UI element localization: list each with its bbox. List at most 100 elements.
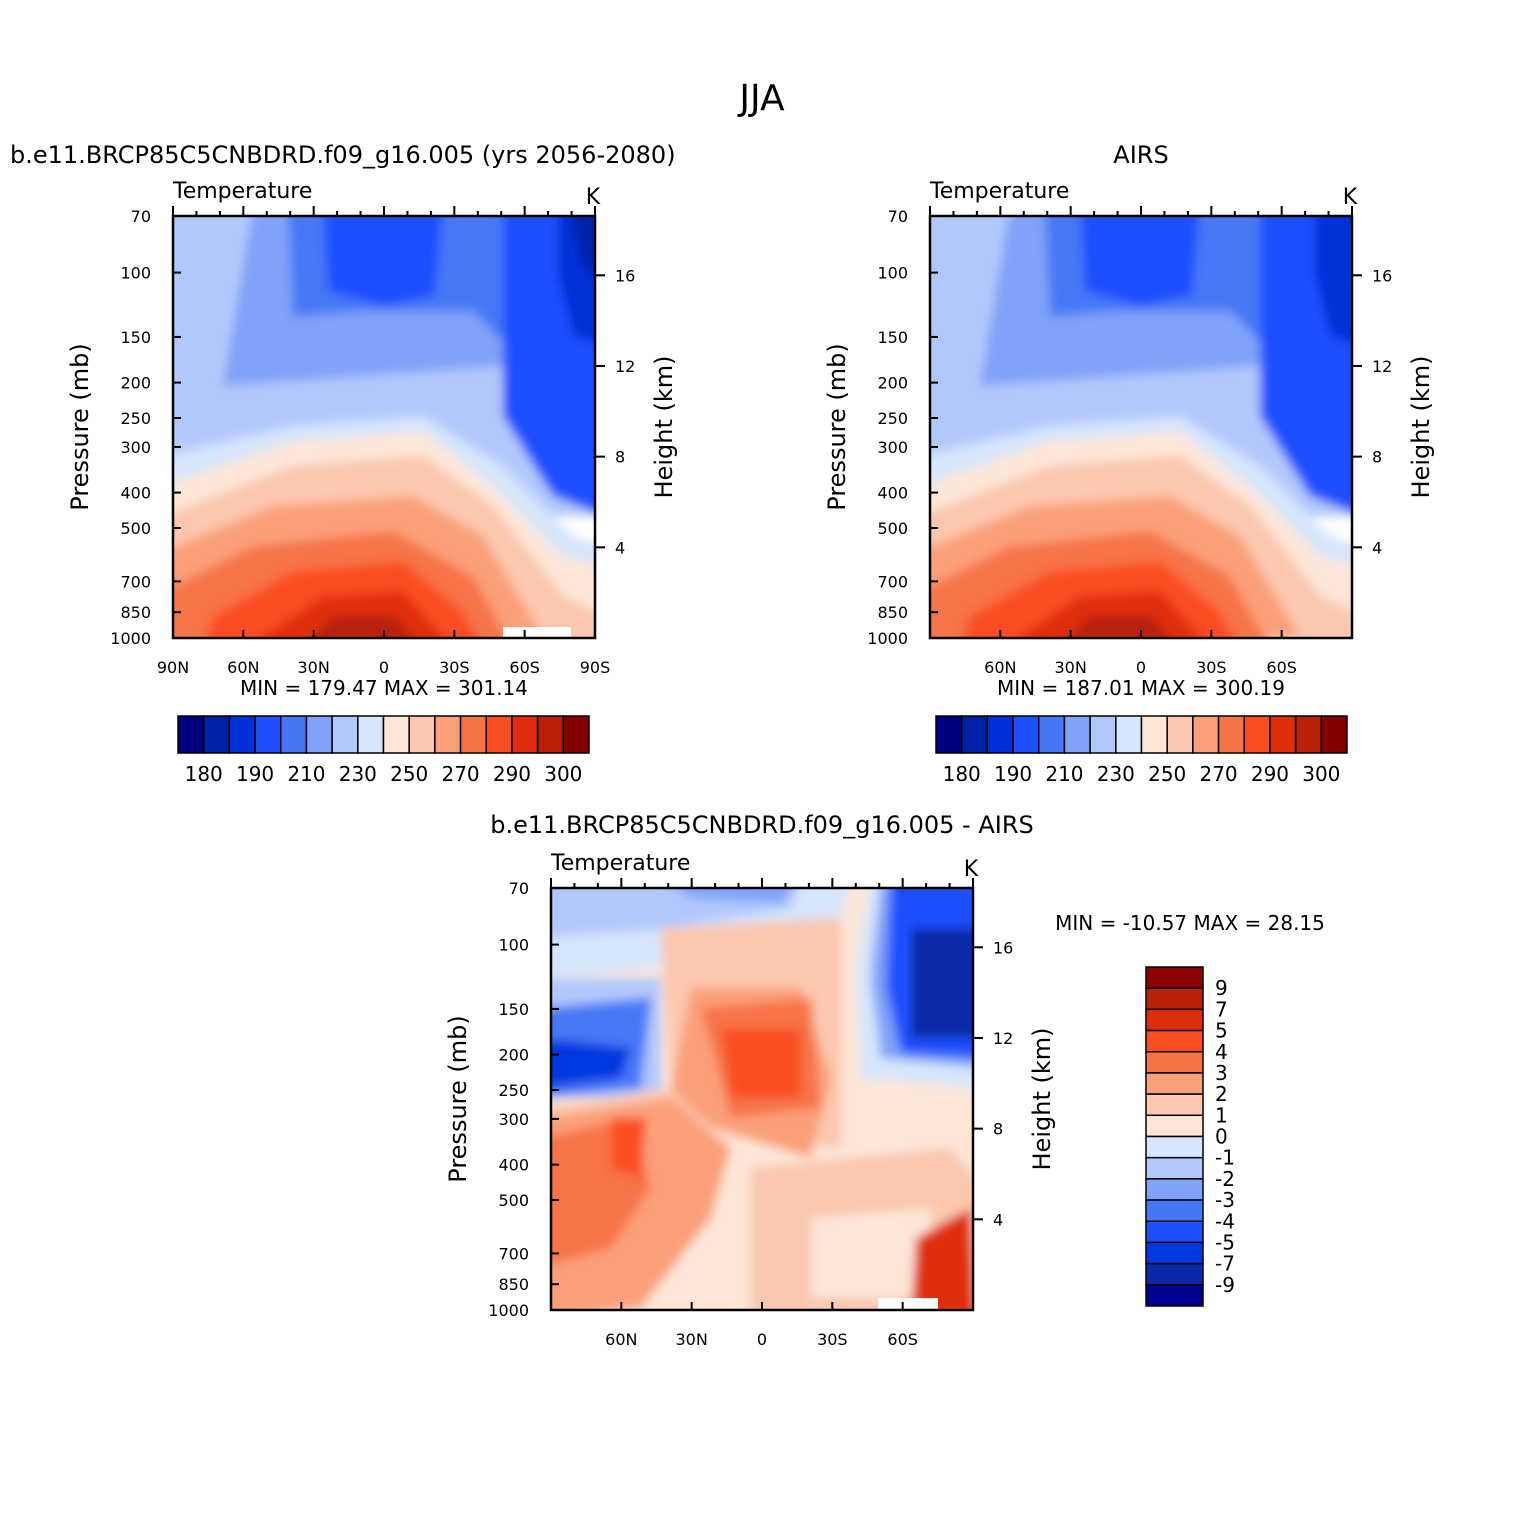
y2-axis-label: Height (km)	[1407, 356, 1435, 499]
panel-diff-heading: b.e11.BRCP85C5CNBDRD.f09_g16.005 - AIRS	[490, 811, 1034, 839]
x-tick-label: 30N	[298, 658, 330, 677]
x-tick-label: 90N	[157, 658, 189, 677]
y-tick-label: 1000	[488, 1301, 529, 1320]
colorbar-box	[1166, 715, 1194, 754]
colorbar-box	[562, 715, 590, 754]
x-tick-label: 30S	[1196, 658, 1227, 677]
units-label: K	[1343, 185, 1358, 210]
colorbar-box	[177, 715, 205, 754]
y-tick-label: 400	[120, 484, 151, 503]
contour-band	[1315, 216, 1352, 343]
colorbar-box	[1217, 715, 1245, 754]
units-label: K	[964, 857, 979, 882]
x-tick-label: 60S	[509, 658, 540, 677]
colorbar-label: 230	[339, 762, 377, 786]
contour-band	[721, 1028, 801, 1098]
y-tick-label: 850	[120, 603, 151, 622]
y-tick-label: 700	[877, 572, 908, 591]
colorbar-box	[1145, 987, 1204, 1011]
y-tick-label: 70	[888, 207, 908, 226]
variable-label: Temperature	[550, 851, 690, 876]
x-tick-label: 0	[1136, 658, 1146, 677]
x-tick-label: 90S	[580, 658, 611, 677]
colorbar-label: -5	[1215, 1230, 1235, 1254]
colorbar-label: 290	[493, 762, 531, 786]
y2-tick-label: 16	[1372, 266, 1392, 285]
colorbar-box	[1089, 715, 1117, 754]
colorbar-box	[1145, 1008, 1204, 1032]
contour-band	[570, 216, 595, 277]
y2-tick-label: 12	[1372, 357, 1392, 376]
panel-model-heading: b.e11.BRCP85C5CNBDRD.f09_g16.005 (yrs 20…	[10, 141, 676, 169]
y-tick-label: 70	[131, 207, 151, 226]
y-tick-label: 400	[498, 1156, 529, 1175]
contour-band	[312, 616, 414, 638]
colorbar-box	[357, 715, 385, 754]
colorbar-box	[1145, 1178, 1204, 1201]
colorbar-box	[254, 715, 282, 754]
y2-tick-label: 12	[615, 357, 635, 376]
y-tick-label: 300	[498, 1110, 529, 1129]
y2-tick-label: 4	[615, 538, 625, 557]
colorbar-box	[1145, 1072, 1204, 1095]
x-tick-label: 30S	[439, 658, 470, 677]
panel-obs-heading: AIRS	[1113, 141, 1168, 169]
variable-label: Temperature	[929, 179, 1069, 204]
y-tick-label: 500	[498, 1191, 529, 1210]
colorbar-label: -9	[1215, 1273, 1235, 1297]
colorbar-box	[1145, 1284, 1204, 1307]
colorbar-box	[1320, 715, 1348, 754]
colorbar-label: 1	[1215, 1103, 1228, 1127]
colorbar: 180 190 210 230 250 270 290 300	[177, 715, 590, 786]
colorbar-label: 190	[236, 762, 274, 786]
colorbar-label: 290	[1251, 762, 1289, 786]
colorbar-label: 7	[1215, 997, 1228, 1021]
x-tick-label: 30S	[817, 1330, 848, 1349]
y-tick-label: 300	[120, 438, 151, 457]
colorbar-label: 270	[1199, 762, 1237, 786]
y-tick-label: 150	[877, 328, 908, 347]
colorbar-label: 250	[390, 762, 428, 786]
colorbar-label: 0	[1215, 1125, 1228, 1149]
x-tick-label: 0	[379, 658, 389, 677]
colorbar-label: 300	[1302, 762, 1340, 786]
colorbar-box	[1145, 1093, 1204, 1117]
min-max-stats: MIN = -10.57 MAX = 28.15	[1055, 911, 1325, 935]
y-tick-label: 250	[498, 1081, 529, 1100]
y2-tick-label: 4	[1372, 538, 1382, 557]
colorbar-box	[1145, 1114, 1204, 1138]
y-tick-label: 150	[498, 1000, 529, 1019]
contour-band	[676, 888, 793, 903]
colorbar-box	[1145, 1199, 1204, 1222]
colorbar-box	[1145, 1241, 1204, 1265]
colorbar-box	[1145, 1029, 1204, 1053]
y-tick-label: 200	[877, 374, 908, 393]
y-tick-label: 100	[877, 264, 908, 283]
colorbar-box	[935, 715, 963, 754]
y-tick-label: 100	[498, 936, 529, 955]
colorbar-label: 4	[1215, 1040, 1228, 1064]
y-tick-label: 700	[120, 572, 151, 591]
min-max-stats: MIN = 179.47 MAX = 301.14	[240, 676, 528, 700]
colorbar-label: -1	[1215, 1146, 1235, 1170]
colorbar-box	[331, 715, 359, 754]
colorbar-box	[1145, 966, 1204, 989]
colorbar-label: -7	[1215, 1252, 1235, 1276]
colorbar-label: 270	[441, 762, 479, 786]
y2-tick-label: 8	[1372, 448, 1382, 467]
contour-band	[911, 1208, 973, 1310]
colorbar-box	[305, 715, 333, 754]
colorbar-label: 300	[544, 762, 582, 786]
y2-tick-label: 16	[615, 266, 635, 285]
y2-tick-label: 12	[993, 1029, 1013, 1048]
colorbar-box	[1145, 1156, 1204, 1180]
colorbar-label: -4	[1215, 1209, 1235, 1233]
colorbar-label: 3	[1215, 1061, 1228, 1085]
x-tick-label: 60N	[984, 658, 1016, 677]
y-tick-label: 850	[498, 1275, 529, 1294]
y2-tick-label: 4	[993, 1210, 1003, 1229]
panel-model: Temperature K 70 100 150 200 250 300 400 500 700 85…	[66, 179, 678, 786]
colorbar-box	[1063, 715, 1091, 754]
colorbar: 180 190 210 230 250 270 290 300	[935, 715, 1348, 786]
panel-obs: Temperature K 70 100 150 200 250 300 400 500 700 85…	[823, 179, 1435, 786]
